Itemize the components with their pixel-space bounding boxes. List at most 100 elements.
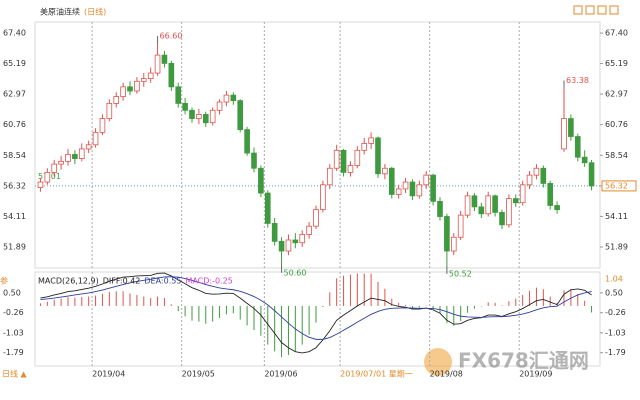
candle-body	[506, 198, 512, 226]
candle-body	[175, 86, 182, 104]
candle-body	[78, 148, 85, 159]
candle-body	[320, 184, 326, 211]
candle-body	[444, 216, 450, 252]
macd-legend: MACD:-0.25	[185, 277, 232, 286]
y-tick-label: 0.50	[3, 288, 21, 297]
candle-body	[333, 149, 340, 169]
current-price-box	[601, 180, 637, 192]
candle-body	[388, 167, 395, 195]
y-tick-label: 62.97	[3, 90, 26, 99]
candle-body	[223, 94, 230, 103]
y-tick-label: 62.97	[605, 90, 628, 99]
x-tick-label: 2019/05	[182, 370, 215, 379]
extreme-label: 50.52	[449, 269, 472, 278]
indicator-tab[interactable]: 参	[0, 276, 8, 286]
candle-body	[154, 54, 161, 74]
x-tick-label: 2019/09	[519, 370, 552, 379]
candle-body	[37, 181, 44, 188]
extreme-label: 50.60	[284, 268, 307, 277]
candle-body	[382, 167, 388, 175]
candle-body	[340, 149, 347, 173]
y-tick-label: -1.03	[605, 328, 626, 337]
candle-body	[196, 114, 202, 119]
candle-body	[161, 54, 168, 64]
candle-body	[464, 195, 471, 216]
candle-body	[299, 234, 306, 244]
candle-body	[361, 143, 368, 151]
candle-body	[127, 86, 133, 92]
period-label: (日线)	[84, 7, 106, 17]
toolbar-icons[interactable]	[573, 5, 619, 15]
candle-body	[271, 223, 278, 242]
candle-body	[512, 198, 519, 204]
x-tick-label: 2019/07/01 星期一	[340, 370, 413, 379]
candle-body	[230, 94, 237, 102]
y-tick-label: -0.26	[605, 308, 626, 317]
icon-settings[interactable]	[597, 5, 607, 15]
candle-body	[113, 96, 120, 104]
candle-body	[416, 184, 423, 197]
candle-body	[182, 103, 188, 111]
candle-body	[147, 72, 154, 79]
current-price-label: 56.32	[605, 181, 628, 190]
candle-body	[326, 167, 333, 186]
y-tick-label: -0.26	[3, 308, 24, 317]
candle-body	[106, 103, 113, 119]
period-tab[interactable]: 日线 ▲	[2, 369, 28, 379]
y-tick-label: -1.79	[605, 348, 626, 357]
y-tick-label: 54.11	[605, 212, 628, 221]
candle-body	[457, 214, 464, 238]
icon-zoom-in[interactable]	[573, 5, 583, 15]
y-tick-label: 58.54	[605, 151, 628, 160]
candle-body	[368, 137, 374, 144]
candle-body	[540, 167, 547, 184]
candle-body	[485, 195, 492, 215]
candle-body	[292, 239, 299, 244]
extreme-label: 66.60	[160, 32, 183, 41]
candle-body	[588, 162, 595, 187]
candle-body	[471, 195, 478, 208]
candle-body	[581, 156, 588, 164]
macd-marker: 1.04	[605, 274, 623, 283]
candle-body	[430, 174, 436, 202]
candle-body	[92, 131, 99, 146]
candle-body	[409, 181, 416, 197]
y-tick-label: 54.11	[3, 212, 26, 221]
y-tick-label: 60.76	[605, 120, 628, 129]
y-tick-label: -1.03	[3, 328, 24, 337]
candle-body	[278, 240, 285, 252]
candle-body	[72, 154, 78, 159]
y-tick-label: 0.50	[605, 288, 623, 297]
chart-title: 美原油连续	[40, 7, 80, 17]
candle-body	[65, 154, 71, 162]
candle-body	[354, 149, 361, 166]
candle-body	[547, 183, 554, 206]
candle-body	[264, 192, 271, 224]
y-tick-label: 65.19	[3, 59, 26, 68]
y-tick-label: 56.32	[3, 181, 26, 190]
icon-zoom-out[interactable]	[585, 5, 595, 15]
x-tick-label: 2019/04	[92, 370, 125, 379]
candle-body	[395, 188, 402, 195]
candle-body	[202, 114, 209, 124]
candle-body	[347, 165, 354, 173]
macd-legend: DEA:0.55	[144, 277, 181, 286]
y-tick-label: 60.76	[3, 120, 26, 129]
candle-body	[120, 86, 126, 97]
candle-body	[209, 109, 216, 124]
candle-body	[519, 184, 526, 204]
candle-body	[423, 174, 430, 186]
candle-body	[554, 205, 560, 211]
y-tick-label: 65.19	[605, 59, 628, 68]
candle-body	[375, 137, 381, 175]
candle-body	[574, 136, 581, 158]
candle-body	[306, 225, 312, 235]
candle-body	[237, 100, 244, 131]
icon-fullscreen[interactable]	[609, 5, 619, 15]
candle-body	[85, 144, 92, 150]
macd-legend: DIFF:0.42	[103, 277, 141, 286]
y-tick-label: 51.89	[605, 243, 628, 252]
candle-body	[140, 78, 147, 82]
